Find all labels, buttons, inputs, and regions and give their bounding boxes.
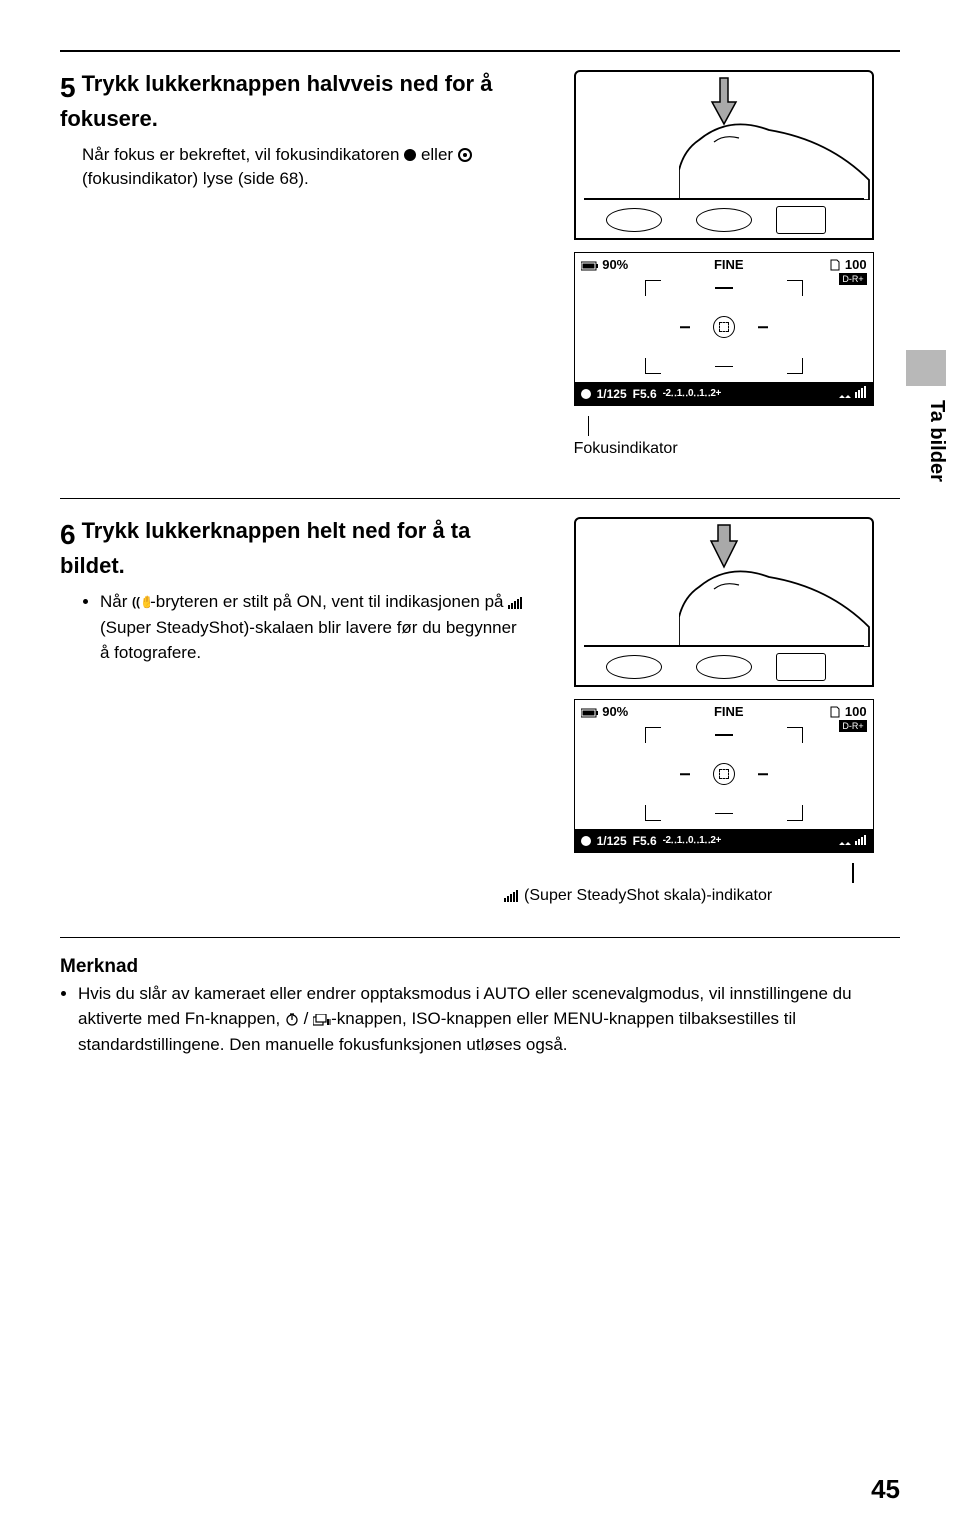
ss-caption: (Super SteadyShot skala)-indikator — [524, 887, 772, 904]
step-5-body-c: (fokusindikator) lyse (side 68). — [82, 169, 309, 188]
steadyshot-hand-icon: ((✋)) — [132, 592, 150, 617]
shutter-speed: 1/125 — [597, 834, 627, 848]
lcd-bottom-bar: 1/125 F5.6 -2‥1‥0‥1‥2+ — [575, 829, 873, 852]
bars-icon — [504, 889, 520, 907]
bars-icon — [508, 592, 524, 617]
lcd-screen-2: 90% FINE 100 D-R+ 1/125 F5.6 -2‥1‥0‥1‥2+ — [574, 699, 874, 853]
focus-caption: Fokusindikator — [574, 422, 874, 458]
step-5: 5Trykk lukkerknappen halvveis ned for å … — [60, 70, 900, 458]
aperture: F5.6 — [633, 387, 657, 401]
camera-illustration-2 — [574, 517, 874, 687]
drive-mode-icon — [313, 1009, 331, 1034]
ev-scale: -2‥1‥0‥1‥2+ — [663, 835, 721, 846]
step-6-title: Trykk lukkerknappen helt ned for å ta bi… — [60, 518, 470, 578]
step-5-heading: 5Trykk lukkerknappen halvveis ned for å … — [60, 70, 527, 133]
camera-illustration-1 — [574, 70, 874, 240]
step-5-body: Når fokus er bekreftet, vil fokusindikat… — [82, 143, 527, 192]
step-6-number: 6 — [60, 517, 76, 552]
divider — [60, 937, 900, 938]
card-count: 100 — [829, 704, 866, 719]
focus-indicator-dot — [581, 389, 591, 399]
divider — [60, 498, 900, 499]
step-6-bullets: Når ((✋))-bryteren er stilt på ON, vent … — [82, 590, 527, 666]
battery-label: 90% — [581, 704, 629, 719]
thumb-icon — [679, 120, 873, 200]
step-5-body-b: eller — [421, 145, 458, 164]
timer-icon — [285, 1009, 299, 1034]
ss-bars-icon — [839, 386, 867, 401]
aperture: F5.6 — [633, 834, 657, 848]
lcd-screen-1: 90% FINE 100 D-R+ 1/125 F5.6 -2‥1‥0‥1‥2+ — [574, 252, 874, 406]
divider — [60, 50, 900, 52]
side-tab-block — [906, 350, 946, 386]
card-count: 100 — [829, 257, 866, 272]
lcd-callout-1: Fokusindikator — [574, 418, 874, 458]
step-6-heading: 6Trykk lukkerknappen helt ned for å ta b… — [60, 517, 527, 580]
ss-bars-icon — [839, 833, 867, 848]
quality-label: FINE — [714, 257, 744, 272]
svg-text:((✋)): ((✋)) — [132, 595, 150, 609]
lcd-bottom-bar: 1/125 F5.6 -2‥1‥0‥1‥2+ — [575, 382, 873, 405]
focus-indicator-dot — [581, 836, 591, 846]
af-brackets — [575, 719, 873, 829]
note-body: Hvis du slår av kameraet eller endrer op… — [60, 982, 900, 1058]
page-number: 45 — [871, 1474, 900, 1505]
thumb-icon — [679, 567, 873, 647]
step-5-body-a: Når fokus er bekreftet, vil fokusindikat… — [82, 145, 404, 164]
shutter-speed: 1/125 — [597, 387, 627, 401]
side-tab-label: Ta bilder — [925, 400, 948, 482]
step-6-bullet-1: Når ((✋))-bryteren er stilt på ON, vent … — [100, 590, 527, 666]
lcd-callout-2: (Super SteadyShot skala)-indikator — [504, 865, 874, 907]
step-6: 6Trykk lukkerknappen helt ned for å ta b… — [60, 517, 900, 907]
focus-ring-icon — [458, 148, 472, 162]
focus-dot-icon — [404, 149, 416, 161]
battery-label: 90% — [581, 257, 629, 272]
step-5-title: Trykk lukkerknappen halvveis ned for å f… — [60, 71, 492, 131]
note-heading: Merknad — [60, 956, 900, 978]
step-5-number: 5 — [60, 70, 76, 105]
quality-label: FINE — [714, 704, 744, 719]
af-brackets — [575, 272, 873, 382]
ev-scale: -2‥1‥0‥1‥2+ — [663, 388, 721, 399]
